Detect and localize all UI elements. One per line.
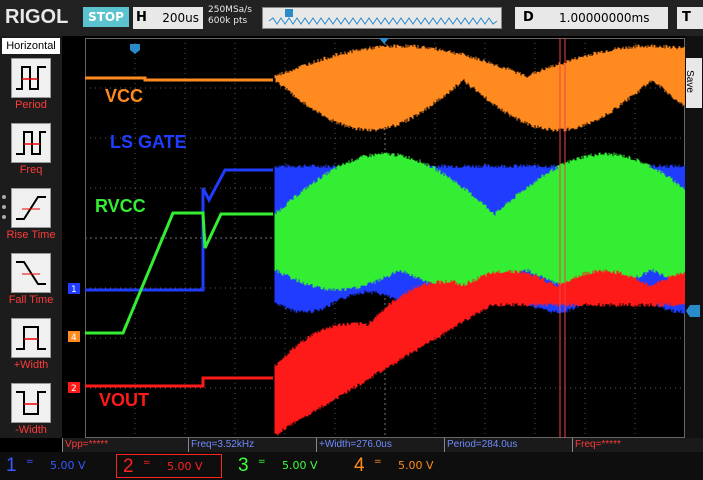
pos-width-label: +Width bbox=[13, 359, 49, 371]
channel-2-button[interactable]: 2 = 5.00 V bbox=[116, 454, 222, 478]
rvcc-label: RVCC bbox=[95, 196, 146, 216]
memory-position-bar[interactable] bbox=[262, 7, 502, 29]
ch4-vcc-trace bbox=[85, 44, 686, 132]
trigger-button[interactable]: T bbox=[677, 7, 703, 29]
svg-text:2: 2 bbox=[71, 384, 77, 393]
brand-logo: RIGOL bbox=[5, 6, 69, 28]
timebase-key: H bbox=[136, 10, 147, 25]
freq-button[interactable] bbox=[11, 123, 51, 163]
fall-time-label: Fall Time bbox=[8, 294, 54, 306]
trigger-position-icon bbox=[285, 9, 293, 17]
ch2-vout-trace bbox=[85, 269, 686, 436]
ch1-scale: 5.00 V bbox=[50, 459, 86, 472]
save-label: Save bbox=[683, 70, 695, 93]
ch4-scale: 5.00 V bbox=[398, 459, 434, 472]
trace-noise-band bbox=[274, 269, 686, 436]
ch1-number: 1 bbox=[6, 455, 17, 476]
trace-line bbox=[85, 76, 273, 82]
ch1-marker[interactable] bbox=[68, 283, 80, 294]
channel-1-button[interactable]: 1 = 5.00 V bbox=[0, 454, 116, 478]
ch3-scale: 5.00 V bbox=[282, 459, 318, 472]
ch4-number: 4 bbox=[354, 455, 365, 476]
svg-text:4: 4 bbox=[71, 333, 77, 343]
ch4-dc-coupling-icon: = bbox=[374, 457, 382, 467]
period-icon bbox=[16, 66, 46, 90]
period-label: Period bbox=[15, 99, 47, 111]
timebase-display[interactable]: H 200us bbox=[133, 7, 203, 29]
ch3-rvcc-trace bbox=[85, 152, 686, 335]
side-panel: Save bbox=[683, 36, 703, 438]
trace-noise-band bbox=[274, 44, 686, 132]
trigger-position-marker-icon[interactable] bbox=[130, 44, 140, 54]
delay-key: D bbox=[523, 10, 534, 25]
fall-time-button[interactable] bbox=[11, 253, 51, 293]
trace-line bbox=[85, 376, 273, 388]
fall-time-icon bbox=[16, 261, 46, 285]
neg-width-icon bbox=[16, 391, 46, 415]
horizontal-measure-menu: Horizontal Period Freq Rise Time Fall Ti… bbox=[0, 36, 62, 438]
waveform-canvas: VCC LS GATE RVCC VOUT bbox=[85, 38, 686, 438]
neg-width-label: -Width bbox=[15, 424, 47, 436]
memory-depth: 600k pts bbox=[208, 16, 248, 26]
ch2-number: 2 bbox=[123, 456, 134, 477]
vcc-label: VCC bbox=[105, 86, 143, 106]
ch2-marker[interactable] bbox=[68, 382, 80, 393]
delay-value: 1.00000000ms bbox=[559, 11, 650, 25]
measurement-bar: Vpp=***** Freq=3.52kHz +Width=276.0us Pe… bbox=[62, 438, 703, 452]
run-stop-button[interactable]: STOP bbox=[83, 7, 129, 27]
meas-pos-width[interactable]: +Width=276.0us bbox=[316, 438, 444, 452]
ch2-dc-coupling-icon: = bbox=[143, 458, 151, 468]
ch4-marker[interactable] bbox=[68, 331, 80, 342]
channel-markers: 1 4 2 bbox=[68, 283, 80, 393]
channel-bar: 1 = 5.00 V 2 = 5.00 V 3 = 5.00 V 4 = 5.0… bbox=[0, 452, 703, 480]
meas-freq[interactable]: Freq=3.52kHz bbox=[188, 438, 316, 452]
menu-title: Horizontal bbox=[2, 38, 60, 54]
vout-label: VOUT bbox=[99, 390, 149, 410]
menu-page-indicator bbox=[2, 195, 6, 225]
acquisition-info: 250MSa/s 600k pts bbox=[208, 5, 252, 27]
waveform-display[interactable]: VCC LS GATE RVCC VOUT bbox=[85, 38, 686, 438]
memory-waveform-icon bbox=[269, 17, 497, 25]
rise-time-label: Rise Time bbox=[6, 229, 56, 241]
ch2-scale: 5.00 V bbox=[167, 460, 203, 473]
ch3-dc-coupling-icon: = bbox=[258, 457, 266, 467]
neg-width-button[interactable] bbox=[11, 383, 51, 423]
trigger-level-marker-icon[interactable] bbox=[686, 305, 700, 317]
channel-4-button[interactable]: 4 = 5.00 V bbox=[348, 454, 464, 478]
ch3-number: 3 bbox=[238, 455, 249, 476]
pos-width-icon bbox=[16, 326, 46, 350]
meas-period[interactable]: Period=284.0us bbox=[444, 438, 572, 452]
trace-line bbox=[85, 211, 273, 335]
freq-icon bbox=[16, 131, 46, 155]
pos-width-button[interactable] bbox=[11, 318, 51, 358]
ls-gate-label: LS GATE bbox=[110, 132, 187, 152]
top-status-bar: RIGOL STOP H 200us 250MSa/s 600k pts D 1… bbox=[0, 0, 703, 36]
meas-vpp[interactable]: Vpp=***** bbox=[62, 438, 188, 452]
period-button[interactable] bbox=[11, 58, 51, 98]
trace-line bbox=[85, 168, 273, 292]
delay-display[interactable]: D 1.00000000ms bbox=[515, 7, 668, 29]
trace-noise-band bbox=[274, 152, 686, 292]
freq-label: Freq bbox=[19, 164, 43, 176]
sample-rate: 250MSa/s bbox=[208, 5, 252, 15]
trigger-time-marker-icon bbox=[379, 38, 389, 44]
save-button[interactable]: Save bbox=[683, 58, 702, 108]
ch1-dc-coupling-icon: = bbox=[26, 457, 34, 467]
rise-time-icon bbox=[16, 196, 46, 220]
meas-freq-2[interactable]: Freq=***** bbox=[572, 438, 703, 452]
rise-time-button[interactable] bbox=[11, 188, 51, 228]
channel-3-button[interactable]: 3 = 5.00 V bbox=[232, 454, 348, 478]
timebase-value: 200us bbox=[162, 11, 199, 25]
svg-text:1: 1 bbox=[71, 285, 77, 295]
